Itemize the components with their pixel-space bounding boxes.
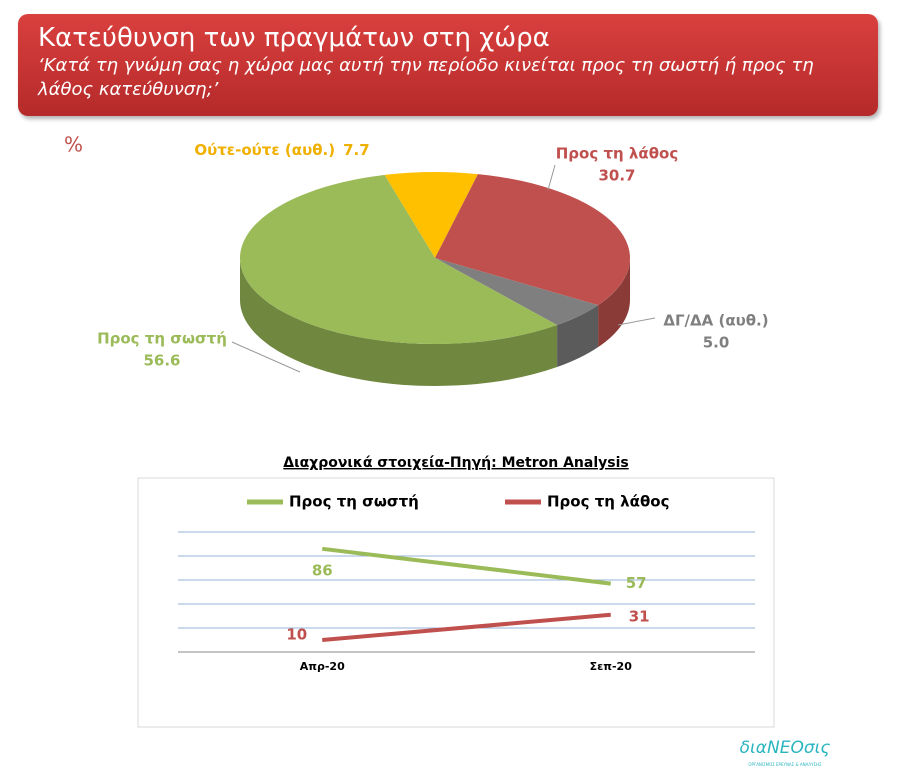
- legend-label: Προς τη σωστή: [289, 493, 419, 511]
- value-label: 5.0: [703, 334, 730, 352]
- value-label: 7.7: [343, 141, 370, 159]
- data-label: 31: [629, 607, 650, 625]
- logo: διαΝΕΟσις: [740, 738, 831, 758]
- title: Κατεύθυνση των πραγμάτων στη χώρα: [38, 23, 550, 53]
- category-name: Ούτε-ούτε (αυθ.): [194, 141, 335, 159]
- pie-side: [598, 258, 630, 348]
- value-label: 56.6: [143, 352, 180, 370]
- series-line: [322, 546, 611, 586]
- x-tick-label: Απρ-20: [300, 660, 345, 673]
- data-label: 86: [312, 561, 333, 579]
- pie-slice: [435, 258, 599, 326]
- pie-label: Ούτε-ούτε (αυθ.) 7.7: [194, 141, 369, 159]
- pie-slice: [435, 174, 631, 306]
- line-chart-title: Διαχρονικά στοιχεία-Πηγή: Metron Analysi…: [283, 455, 628, 471]
- pie-slice: [240, 174, 558, 344]
- line-chart-frame: [137, 477, 775, 728]
- pie-slice: [384, 172, 478, 258]
- leader-line: [617, 317, 656, 326]
- header: Κατεύθυνση των πραγμάτων στη χώρα ‘Κατά …: [18, 14, 878, 116]
- value-label: 30.7: [598, 167, 635, 185]
- x-tick-label: Σεπ-20: [590, 660, 633, 673]
- data-label: 10: [286, 626, 307, 644]
- pie-side: [240, 258, 558, 386]
- category-name: ΔΓ/ΔΑ (αυθ.): [663, 312, 768, 330]
- leader-line: [547, 164, 556, 191]
- pie-side: [557, 305, 599, 368]
- data-label: 57: [626, 574, 647, 592]
- legend-label: Προς τη λάθος: [547, 493, 669, 511]
- category-name: Προς τη λάθος: [556, 145, 678, 163]
- subtitle: ‘Κατά τη γνώμη σας η χώρα μας αυτή την π…: [38, 55, 814, 100]
- series-line: [322, 612, 611, 642]
- leader-line: [231, 341, 301, 373]
- logo-tagline: ΟΡΓΑΝΙΣΜΟΣ ΕΡΕΥΝΑΣ & ΑΝΑΛΥΣΗΣ: [748, 762, 822, 767]
- category-name: Προς τη σωστή: [97, 330, 227, 348]
- unit-label: %: [64, 133, 83, 157]
